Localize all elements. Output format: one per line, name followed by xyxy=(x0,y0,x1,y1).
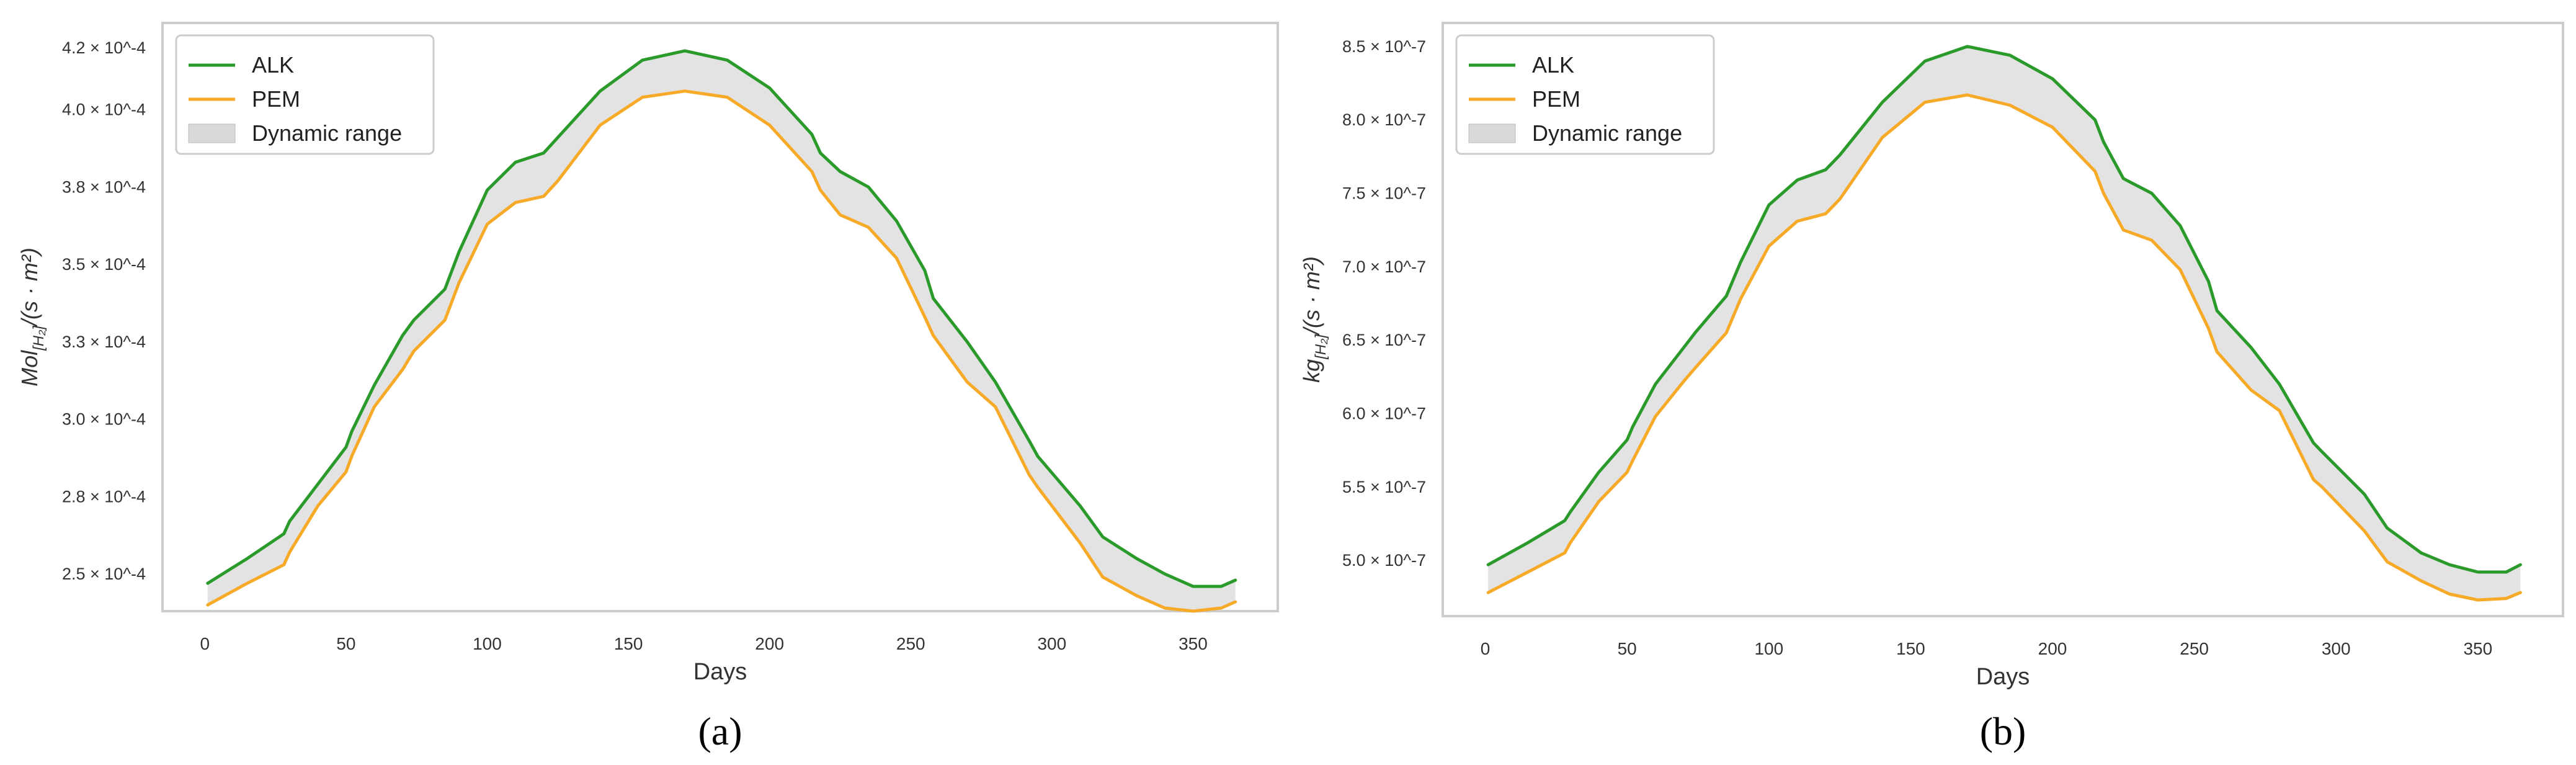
y-axis-title-subscript: [H₂] xyxy=(1313,334,1329,360)
y-axis-title-base: Mol xyxy=(17,350,42,387)
y-tick-label: 7.0 × 10^-7 xyxy=(1342,257,1426,276)
x-tick-label: 350 xyxy=(1179,634,1208,653)
panel-label-a: (a) xyxy=(698,709,742,753)
x-tick-label: 0 xyxy=(200,634,210,653)
x-tick-label: 200 xyxy=(755,634,784,653)
y-tick-label: 2.5 × 10^-4 xyxy=(62,565,146,583)
x-tick-label: 300 xyxy=(1037,634,1066,653)
legend-entry-label: ALK xyxy=(252,52,294,78)
legend-box-a xyxy=(175,34,435,155)
legend-dynamic-range-swatch xyxy=(1468,123,1516,143)
x-tick-label: 50 xyxy=(1618,639,1637,658)
legend-box-b xyxy=(1455,34,1715,155)
chart-b-svg: 0 50 100 150 200 250 300 350 5.0 × 10^-7 5.5 × 10… xyxy=(1299,22,2564,753)
x-tick-label: 0 xyxy=(1481,639,1491,658)
chart-panel-a: 0 50 100 150 200 250 300 350 2.5 × 10^-4 2.8 × 10… xyxy=(17,22,1279,753)
y-tick-label: 6.5 × 10^-7 xyxy=(1342,331,1426,349)
y-axis-title-base: kg xyxy=(1299,359,1324,383)
chart-a-svg: 0 50 100 150 200 250 300 350 2.5 × 10^-4 2.8 × 10… xyxy=(17,22,1279,753)
y-tick-label: 7.5 × 10^-7 xyxy=(1342,184,1426,202)
x-tick-label: 150 xyxy=(614,634,643,653)
pem-series-line-a xyxy=(206,89,1237,613)
x-axis-title-a: Days xyxy=(693,659,747,685)
y-tick-label: 3.8 × 10^-4 xyxy=(62,177,146,196)
y-axis-title-a: Mol[H₂]/(s · m²) xyxy=(17,248,47,387)
y-tick-label: 3.3 × 10^-4 xyxy=(62,333,146,351)
legend-entry-label: PEM xyxy=(252,86,300,112)
x-tick-label: 100 xyxy=(473,634,502,653)
legend-entry-label: PEM xyxy=(1532,86,1580,112)
dynamic-range-band-a xyxy=(207,50,1236,611)
panel-label-b: (b) xyxy=(1980,709,2026,753)
x-tick-label: 300 xyxy=(2322,639,2351,658)
x-tick-label: 350 xyxy=(2463,639,2492,658)
y-tick-label: 8.0 × 10^-7 xyxy=(1342,110,1426,129)
y-tick-label: 5.0 × 10^-7 xyxy=(1342,551,1426,570)
x-tick-label: 200 xyxy=(2038,639,2067,658)
x-tick-label: 50 xyxy=(336,634,355,653)
legend-entry-label: Dynamic range xyxy=(1532,120,1682,146)
alk-series-line-a xyxy=(206,49,1237,588)
x-tick-label: 100 xyxy=(1754,639,1783,658)
y-tick-label: 2.8 × 10^-4 xyxy=(62,487,146,506)
y-tick-label: 8.5 × 10^-7 xyxy=(1342,37,1426,56)
x-tick-label: 150 xyxy=(1896,639,1925,658)
y-tick-label: 5.5 × 10^-7 xyxy=(1342,478,1426,496)
y-axis-title-unit: /(s · m²) xyxy=(17,248,42,328)
y-tick-label: 4.0 × 10^-4 xyxy=(62,101,146,119)
alk-series-line-b xyxy=(1486,45,2522,574)
y-axis-title-unit: /(s · m²) xyxy=(1299,256,1324,336)
legend-entry-label: ALK xyxy=(1532,52,1574,78)
x-tick-label: 250 xyxy=(2180,639,2209,658)
y-tick-label: 6.0 × 10^-7 xyxy=(1342,404,1426,423)
y-tick-label: 3.5 × 10^-4 xyxy=(62,255,146,274)
x-tick-label: 250 xyxy=(896,634,925,653)
legend-dynamic-range-swatch xyxy=(188,123,236,143)
chart-panel-b: 0 50 100 150 200 250 300 350 5.0 × 10^-7 5.5 × 10… xyxy=(1288,0,2576,765)
legend-entry-label: Dynamic range xyxy=(252,120,402,146)
x-axis-title-b: Days xyxy=(1976,664,2030,690)
pem-series-line-b xyxy=(1486,93,2522,602)
y-axis-title-b: kg[H₂]/(s · m²) xyxy=(1299,256,1329,383)
y-axis-title-subscript: [H₂] xyxy=(30,325,47,351)
y-tick-label: 4.2 × 10^-4 xyxy=(62,38,146,57)
y-tick-label: 3.0 × 10^-4 xyxy=(62,410,146,429)
